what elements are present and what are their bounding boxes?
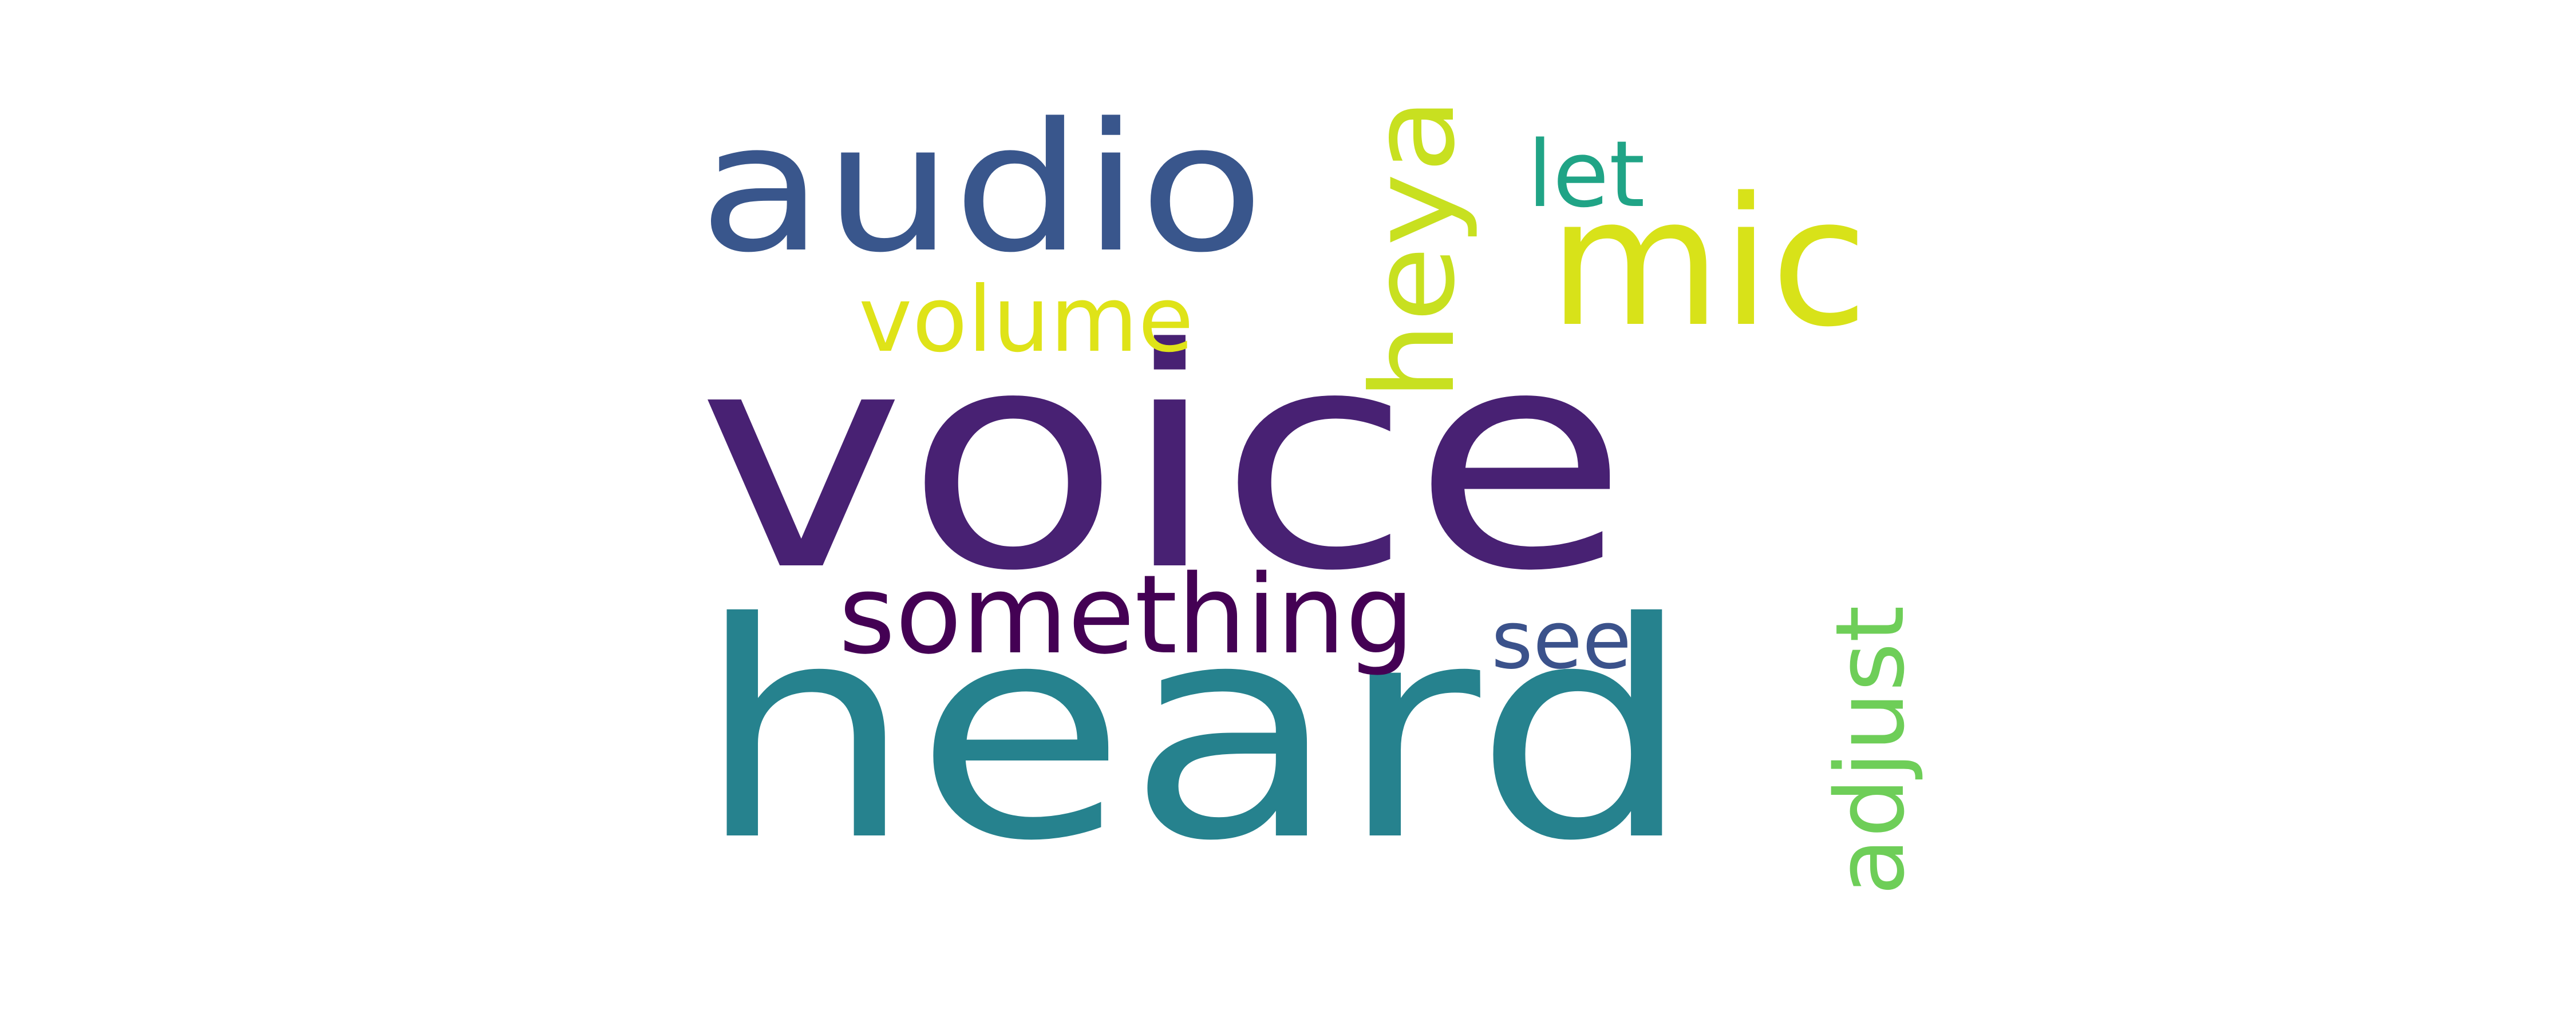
- word-audio: audio: [698, 85, 1265, 292]
- word-volume: volume: [859, 267, 1194, 373]
- word-heard: heard: [695, 559, 1694, 906]
- word-voice: voice: [697, 284, 1629, 637]
- word-heya: heya: [1347, 97, 1480, 401]
- word-something: something: [839, 552, 1415, 678]
- word-let: let: [1527, 121, 1645, 228]
- word-see: see: [1491, 594, 1632, 687]
- word-adjust: adjust: [1815, 605, 1925, 896]
- word-mic: mic: [1548, 160, 1868, 366]
